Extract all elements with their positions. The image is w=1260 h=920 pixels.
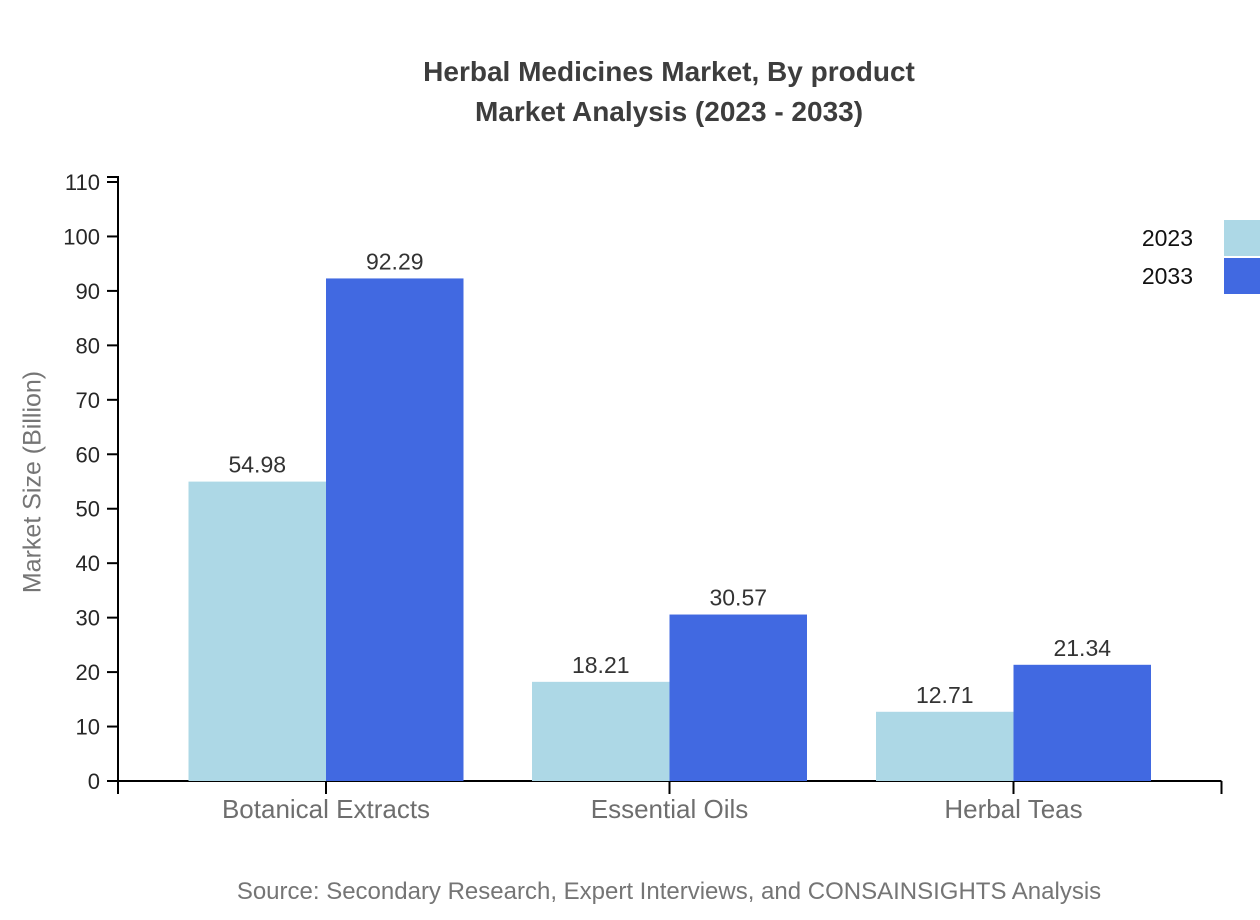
bar-2033-Essential Oils <box>669 614 807 781</box>
legend-label: 2023 <box>1141 224 1193 251</box>
y-tick-label: 70 <box>76 388 100 413</box>
y-tick-label: 50 <box>76 497 100 522</box>
value-label: 18.21 <box>572 652 630 678</box>
chart-title-line1: Herbal Medicines Market, By product <box>423 56 915 87</box>
y-tick-label: 110 <box>65 170 100 195</box>
value-label: 30.57 <box>709 585 767 611</box>
value-label: 12.71 <box>916 682 974 708</box>
legend: 2023 2033 <box>1142 220 1260 294</box>
y-tick-label: 10 <box>76 715 100 740</box>
legend-item-2023: 2023 <box>1142 220 1260 256</box>
bar-2033-Herbal Teas <box>1013 664 1151 781</box>
bar-2023-Herbal Teas <box>876 711 1014 781</box>
legend-swatch-2023 <box>1224 220 1260 256</box>
y-tick-label: 90 <box>76 279 100 304</box>
value-label: 21.34 <box>1053 635 1111 661</box>
source-note: Source: Secondary Research, Expert Inter… <box>236 878 1102 905</box>
chart-title-line2: Market Analysis (2023 - 2033) <box>474 96 864 127</box>
y-tick-label: 0 <box>88 769 100 794</box>
y-axis-title: Market Size (Billion) <box>18 370 47 594</box>
legend-label: 2033 <box>1141 262 1193 289</box>
value-label: 54.98 <box>228 452 286 478</box>
bar-2023-Botanical Extracts <box>188 481 326 781</box>
legend-swatch-2033 <box>1224 258 1260 294</box>
chart-title: Herbal Medicines Market, By product Mark… <box>80 52 1258 132</box>
value-label: 92.29 <box>366 248 424 274</box>
category-label: Herbal Teas <box>944 794 1082 824</box>
y-tick-label: 30 <box>76 606 100 631</box>
bar-2033-Botanical Extracts <box>326 278 464 781</box>
y-tick-label: 20 <box>76 660 100 685</box>
y-tick-label: 60 <box>76 442 100 467</box>
y-tick-label: 80 <box>76 333 100 358</box>
category-label: Botanical Extracts <box>222 794 430 824</box>
category-label: Essential Oils <box>591 794 749 824</box>
y-tick-label: 100 <box>63 224 100 249</box>
legend-item-2033: 2033 <box>1142 258 1260 294</box>
y-tick-label: 40 <box>76 551 100 576</box>
bar-2023-Essential Oils <box>532 681 670 781</box>
